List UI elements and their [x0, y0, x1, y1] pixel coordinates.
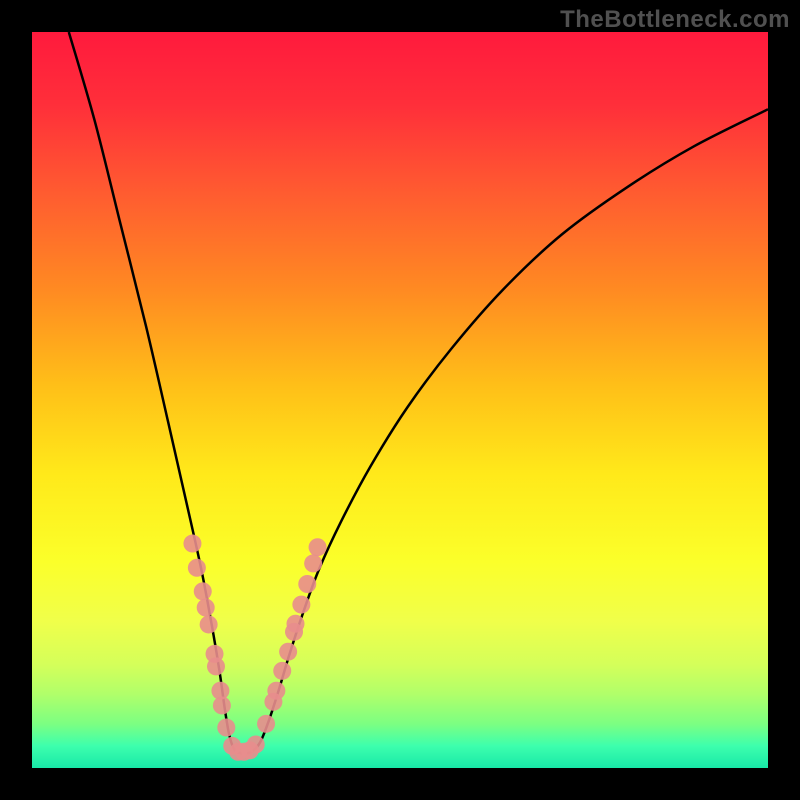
- data-marker: [183, 535, 201, 553]
- data-marker: [213, 696, 231, 714]
- chart-overlay: [32, 32, 768, 768]
- data-marker: [309, 538, 327, 556]
- data-marker: [267, 682, 285, 700]
- data-marker: [200, 615, 218, 633]
- data-marker: [217, 719, 235, 737]
- data-marker: [279, 643, 297, 661]
- marker-group: [183, 535, 326, 761]
- data-marker: [304, 554, 322, 572]
- data-marker: [247, 735, 265, 753]
- bottleneck-curve: [69, 32, 768, 753]
- data-marker: [286, 615, 304, 633]
- data-marker: [194, 582, 212, 600]
- attribution-text: TheBottleneck.com: [560, 6, 790, 34]
- chart-plot-area: [32, 32, 768, 768]
- data-marker: [188, 559, 206, 577]
- data-marker: [207, 657, 225, 675]
- data-marker: [257, 715, 275, 733]
- data-marker: [292, 596, 310, 614]
- data-marker: [273, 662, 291, 680]
- data-marker: [298, 575, 316, 593]
- data-marker: [197, 599, 215, 617]
